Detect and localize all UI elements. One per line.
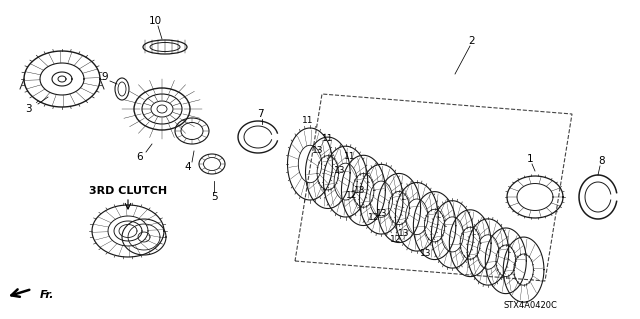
Text: 1: 1 [527, 154, 533, 164]
Text: 13: 13 [376, 209, 388, 218]
Text: 11: 11 [302, 116, 314, 125]
Text: 7: 7 [257, 109, 263, 119]
Text: 6: 6 [137, 152, 143, 162]
Text: 2: 2 [468, 36, 476, 46]
Text: 11: 11 [323, 135, 333, 144]
Text: 11: 11 [344, 152, 356, 161]
Text: 4: 4 [185, 162, 191, 172]
Text: 3: 3 [25, 104, 31, 114]
Text: 13: 13 [312, 146, 324, 155]
Text: 8: 8 [598, 156, 605, 166]
Text: 12: 12 [368, 212, 380, 221]
Text: 13: 13 [355, 187, 365, 196]
Text: 3RD CLUTCH: 3RD CLUTCH [89, 186, 167, 196]
Text: 12: 12 [346, 190, 358, 199]
Text: Fr.: Fr. [40, 290, 54, 300]
Text: 13: 13 [398, 228, 410, 238]
Text: STX4A0420C: STX4A0420C [503, 300, 557, 309]
Text: 9: 9 [102, 72, 108, 82]
Text: 5: 5 [211, 192, 218, 202]
Text: 10: 10 [148, 16, 161, 26]
Text: 13: 13 [420, 249, 432, 257]
Text: 12: 12 [390, 234, 402, 243]
Text: 13: 13 [334, 167, 346, 175]
